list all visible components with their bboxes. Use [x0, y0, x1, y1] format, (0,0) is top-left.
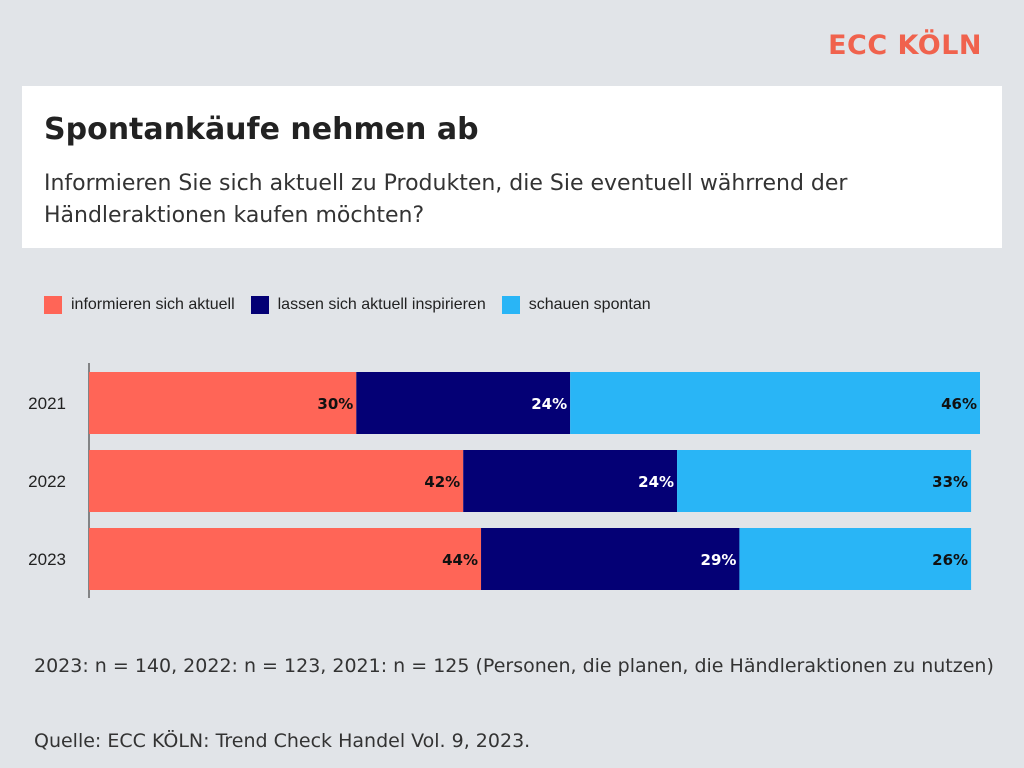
data-label: 24% — [531, 395, 567, 413]
legend-swatch — [44, 296, 62, 314]
stacked-bar-chart: 2021 30% 24% 46% 2022 42% 24% 33% 2023 44% 29% 26% — [28, 363, 980, 598]
data-label: 26% — [932, 551, 968, 569]
brand-logo: ECC KÖLN — [828, 30, 982, 61]
bar-segment — [356, 372, 571, 434]
category-label: 2022 — [28, 472, 66, 491]
bar-segment — [463, 450, 678, 512]
bar-segment — [570, 372, 980, 434]
bar-segment — [89, 450, 464, 512]
bar-segment — [677, 450, 972, 512]
legend-label: schauen spontan — [528, 296, 651, 313]
data-label: 30% — [317, 395, 353, 413]
category-label: 2023 — [28, 550, 66, 569]
legend-swatch — [250, 296, 269, 314]
data-label: 29% — [701, 551, 737, 569]
title-card: Spontankäufe nehmen ab Informieren Sie s… — [22, 86, 1002, 248]
legend: informieren sich aktuell lassen sich akt… — [44, 296, 667, 314]
data-label: 44% — [442, 551, 478, 569]
legend-label: lassen sich aktuell inspirieren — [277, 296, 486, 313]
category-label: 2021 — [28, 394, 66, 413]
legend-label: informieren sich aktuell — [71, 296, 235, 313]
data-label: 42% — [424, 473, 460, 491]
footnote: 2023: n = 140, 2022: n = 123, 2021: n = … — [34, 655, 994, 677]
data-label: 33% — [932, 473, 968, 491]
legend-item: lassen sich aktuell inspirieren — [250, 296, 486, 314]
chart-subtitle: Informieren Sie sich aktuell zu Produkte… — [44, 171, 848, 228]
legend-item: schauen spontan — [501, 296, 651, 314]
bar-segment — [89, 528, 482, 590]
chart-title: Spontankäufe nehmen ab — [44, 112, 479, 147]
data-label: 24% — [638, 473, 674, 491]
source-note: Quelle: ECC KÖLN: Trend Check Handel Vol… — [34, 730, 531, 752]
bar-segment — [481, 528, 740, 590]
legend-swatch — [501, 296, 520, 314]
legend-item: informieren sich aktuell — [44, 296, 235, 314]
bar-segment — [739, 528, 972, 590]
bar-segment — [89, 372, 357, 434]
data-label: 46% — [941, 395, 977, 413]
